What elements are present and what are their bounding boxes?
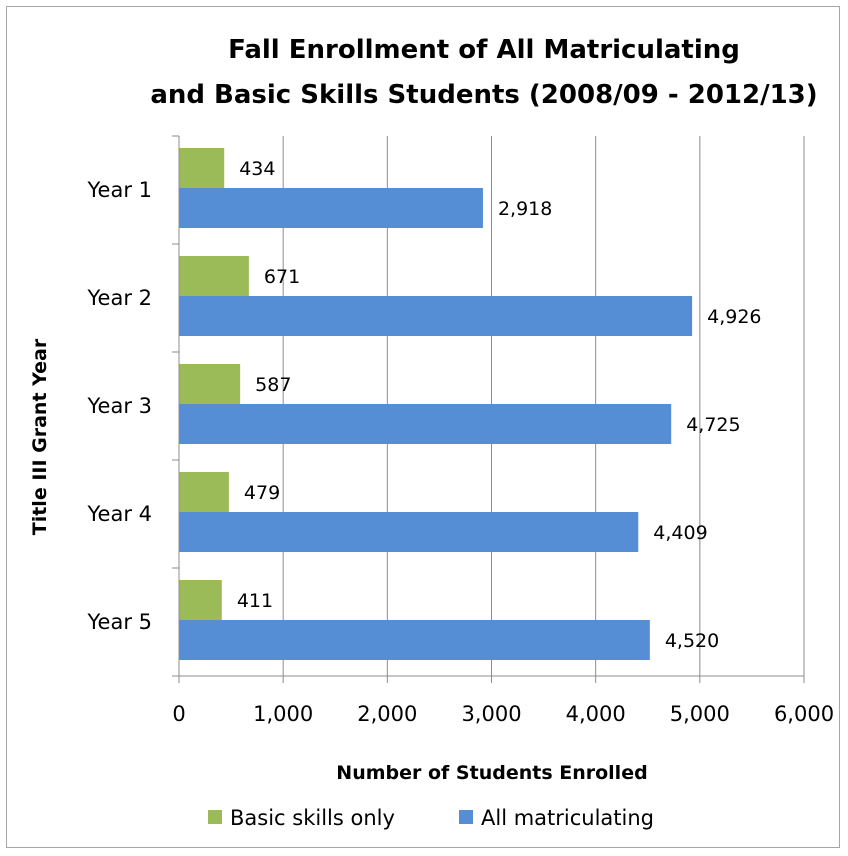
x-tick-label: 0: [172, 702, 185, 726]
data-label: 671: [264, 266, 300, 288]
legend: Basic skills only All matriculating: [208, 806, 654, 830]
x-tick-label: 1,000: [253, 702, 313, 726]
bar-basic-skills: [179, 148, 225, 188]
bar-basic-skills: [179, 364, 241, 404]
bar-basic-skills: [179, 256, 249, 296]
bar-basic-skills: [179, 580, 222, 620]
legend-label: Basic skills only: [230, 806, 395, 830]
bar-all-matriculating: [179, 188, 483, 228]
x-tick-label: 4,000: [566, 702, 626, 726]
bar-basic-skills: [179, 472, 229, 512]
category-label: Year 5: [87, 610, 153, 634]
data-labels: 434 2,918 671 4,926 587 4,725 479 4,409 411 4,520: [237, 158, 762, 652]
bars: [179, 148, 693, 660]
legend-swatch: [208, 810, 222, 824]
data-label: 4,725: [686, 414, 740, 436]
bar-all-matriculating: [179, 620, 650, 660]
y-axis-title: Title III Grant Year: [29, 338, 51, 535]
legend-label: All matriculating: [481, 806, 654, 830]
category-label: Year 1: [87, 178, 153, 202]
category-label: Year 3: [87, 394, 153, 418]
x-tick-label: 3,000: [461, 702, 521, 726]
data-label: 4,409: [653, 522, 707, 544]
chart-title-line-2: and Basic Skills Students (2008/09 - 201…: [150, 80, 817, 110]
data-label: 4,520: [665, 630, 719, 652]
data-label: 4,926: [707, 306, 761, 328]
x-tick-label: 5,000: [670, 702, 730, 726]
chart-title-line-1: Fall Enrollment of All Matriculating: [228, 35, 740, 65]
bar-all-matriculating: [179, 296, 693, 336]
x-tick-label: 6,000: [774, 702, 834, 726]
data-label: 434: [239, 158, 275, 180]
x-axis-title: Number of Students Enrolled: [336, 762, 647, 784]
data-label: 411: [237, 590, 273, 612]
category-label: Year 2: [87, 286, 153, 310]
x-tick-label: 2,000: [357, 702, 417, 726]
bar-all-matriculating: [179, 512, 639, 552]
data-label: 2,918: [498, 198, 552, 220]
axes: 0 1,000 2,000 3,000 4,000 5,000 6,000 Year 1 Yea…: [87, 135, 834, 726]
category-label: Year 4: [87, 502, 153, 526]
data-label: 587: [255, 374, 291, 396]
legend-swatch: [459, 810, 473, 824]
data-label: 479: [244, 482, 280, 504]
bar-all-matriculating: [179, 404, 672, 444]
